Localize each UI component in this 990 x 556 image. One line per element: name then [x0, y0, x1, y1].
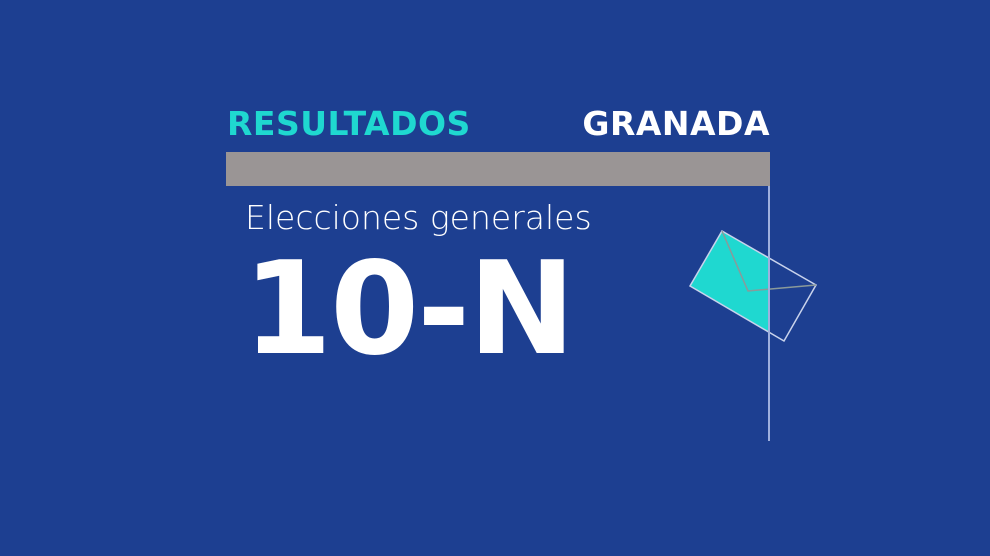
header-bar [226, 152, 770, 186]
title: 10-N [243, 235, 575, 384]
location-label: GRANADA [582, 104, 770, 143]
results-label: RESULTADOS [227, 104, 471, 143]
subtitle: Elecciones generales [245, 198, 592, 237]
